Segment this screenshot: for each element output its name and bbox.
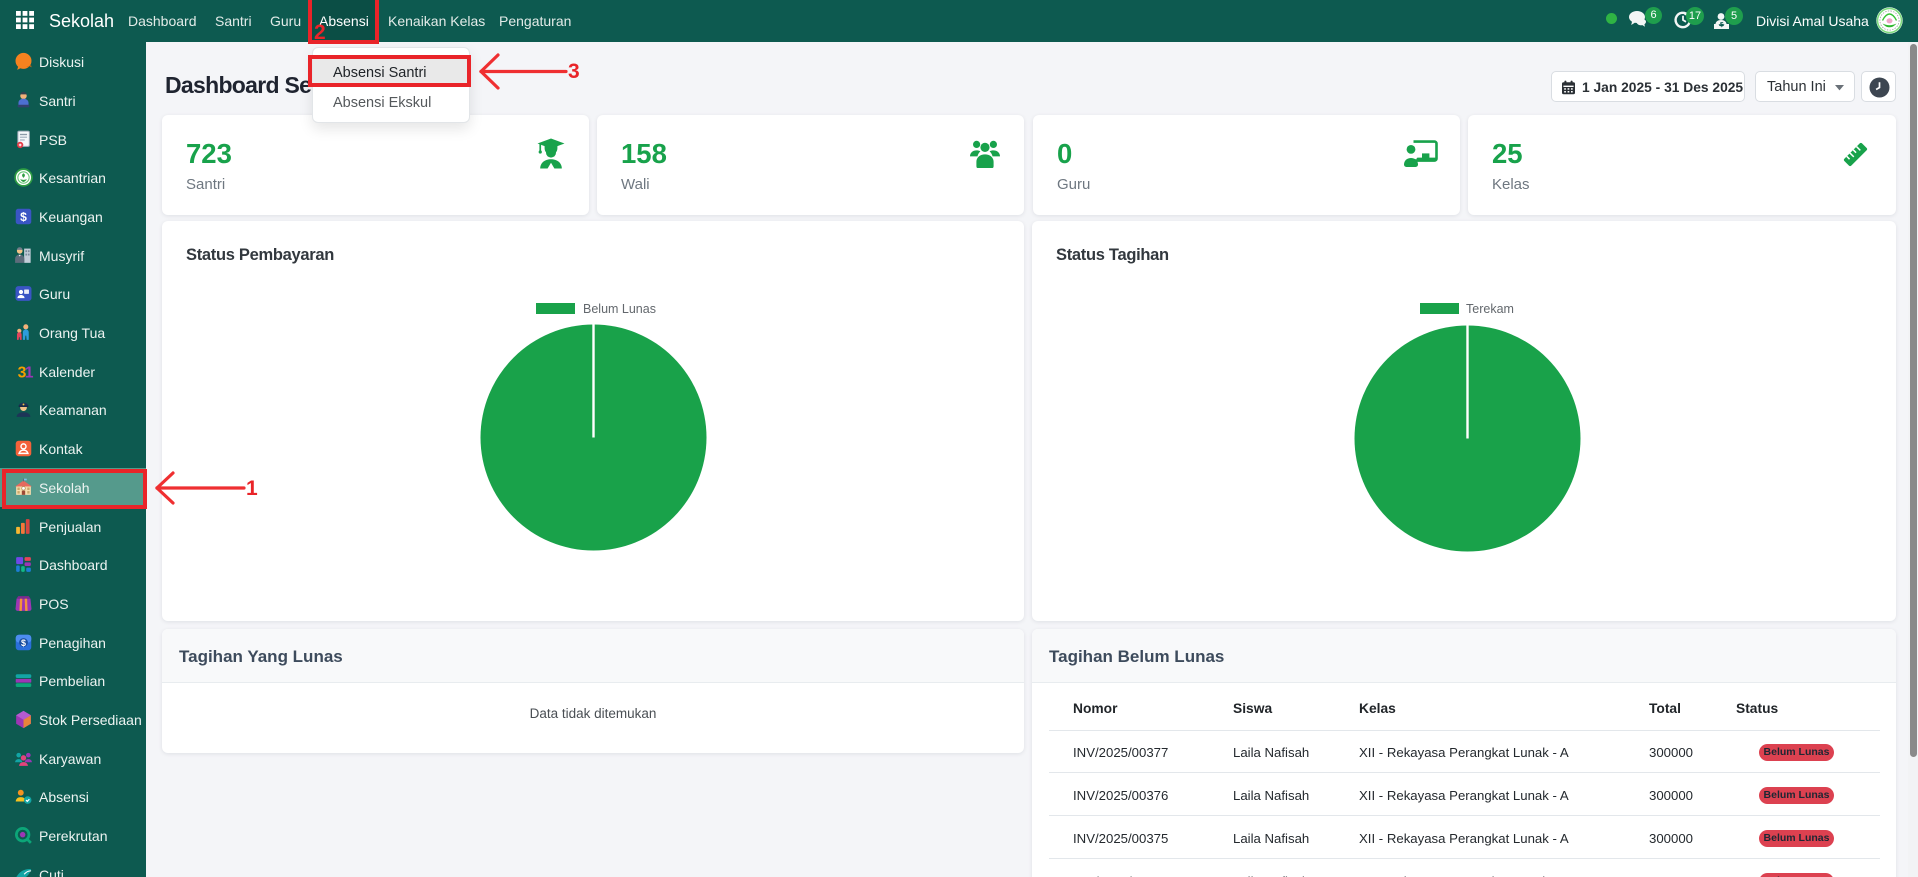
svg-text:$: $ [1720, 22, 1724, 29]
svg-text:$: $ [21, 638, 26, 648]
svg-text:3: 3 [18, 364, 27, 381]
svg-text:$: $ [20, 210, 27, 224]
svg-text:1: 1 [25, 364, 34, 381]
